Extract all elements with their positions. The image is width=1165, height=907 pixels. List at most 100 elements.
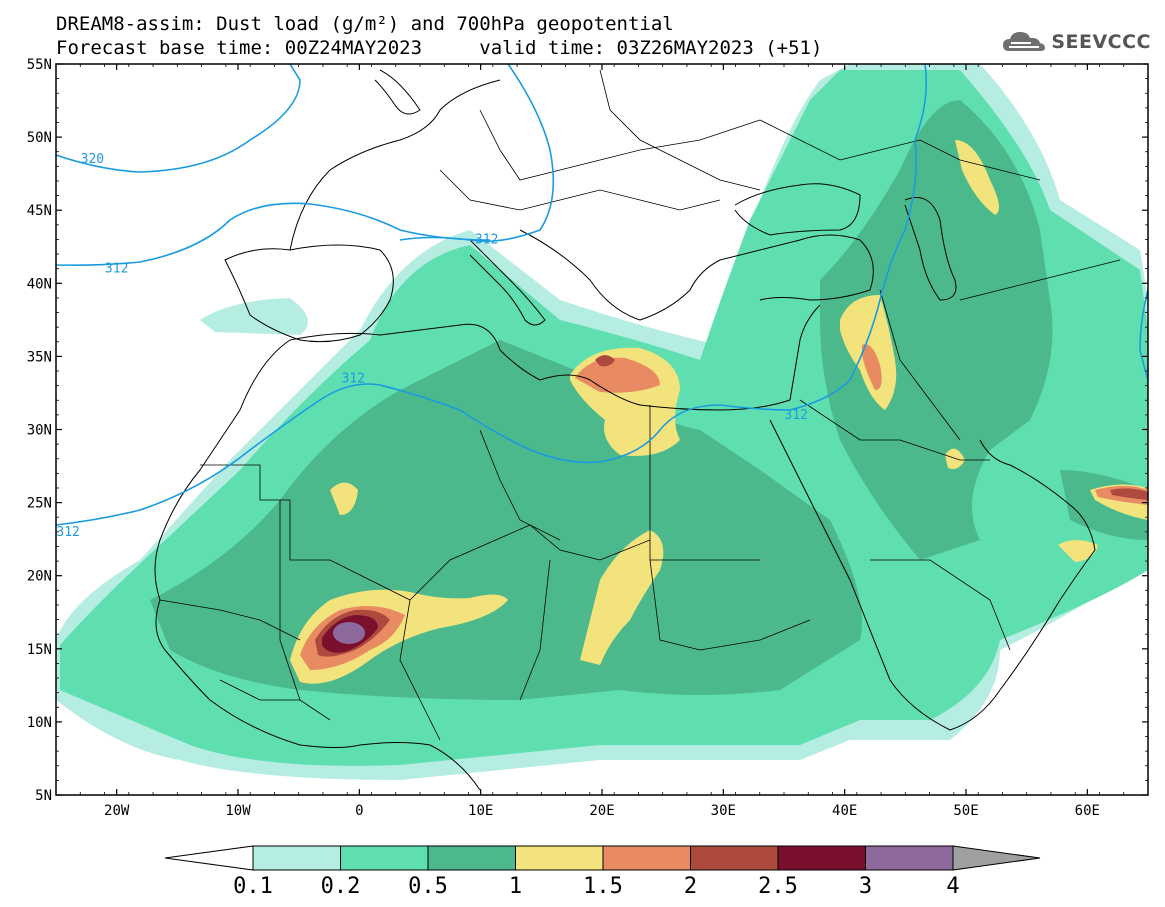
colorbar-label: 0.5 xyxy=(408,874,448,899)
lon-label: 30E xyxy=(711,803,736,819)
coastlines xyxy=(154,69,1096,791)
colorbar-bin xyxy=(252,845,341,871)
dust-level-0-5-east xyxy=(820,100,1053,560)
logo-text: SEEVCCC xyxy=(1051,31,1151,53)
border-arabia-s xyxy=(870,559,1011,651)
border-mali xyxy=(279,500,301,701)
coast-north-africa xyxy=(289,323,791,411)
dust-level-1-caspian xyxy=(955,140,999,215)
dust-level-2-gulf xyxy=(1110,488,1148,500)
contour-320 xyxy=(56,64,301,173)
lat-label: 15N xyxy=(27,642,52,658)
contour-label: 312 xyxy=(342,371,365,386)
border-nigeria xyxy=(399,599,441,741)
colorbar-bin xyxy=(865,845,954,871)
colorbar-bin xyxy=(777,845,866,871)
longitude-labels: 20W 10W 0 10E 20E 30E 40E 50E 60E xyxy=(104,803,1100,819)
coast-levant xyxy=(789,304,821,401)
dust-level-1-5-iraq xyxy=(862,344,882,390)
colorbar-bin xyxy=(340,845,429,871)
chart-title: DREAM8-assim: Dust load (g/m²) and 700hP… xyxy=(56,13,674,35)
border-sudan xyxy=(649,559,811,651)
border-sahara-w xyxy=(200,464,411,601)
colorbar-label: 1.5 xyxy=(583,874,623,899)
lon-label: 40E xyxy=(832,803,857,819)
border-iran-iraq xyxy=(879,289,961,441)
colorbar-bin xyxy=(690,845,779,871)
geopotential-contours xyxy=(56,64,1148,526)
lon-label: 0 xyxy=(355,803,363,819)
time-info: Forecast base time: 00Z24MAY2023 valid t… xyxy=(56,38,822,58)
colorbar: 0.1 0.2 0.5 1 1.5 2 2.5 3 4 xyxy=(164,845,1041,899)
contour-312-east xyxy=(1139,289,1148,381)
lon-label: 20E xyxy=(589,803,614,819)
colorbar-label: 2 xyxy=(684,874,697,899)
dust-load-field xyxy=(56,64,1148,780)
border-europe-3 xyxy=(599,69,761,191)
contour-value-labels: 320 312 312 312 312 312 xyxy=(56,152,807,540)
lon-label: 10E xyxy=(468,803,493,819)
lat-label: 20N xyxy=(27,569,52,585)
lat-label: 35N xyxy=(27,349,52,365)
colorbar-bin xyxy=(515,845,604,871)
contour-label: 312 xyxy=(784,408,807,423)
lon-label: 20W xyxy=(104,803,130,819)
colorbar-label: 1 xyxy=(509,874,522,899)
border-europe-1 xyxy=(439,169,721,211)
dust-level-1-chad xyxy=(580,530,664,665)
lat-label: 55N xyxy=(27,57,52,73)
lat-label: 45N xyxy=(27,203,52,219)
dust-level-1-kuwait xyxy=(945,448,965,469)
border-algeria-libya xyxy=(479,429,561,541)
coast-caspian xyxy=(904,197,957,301)
lon-label: 10W xyxy=(225,803,251,819)
lon-label: 60E xyxy=(1075,803,1100,819)
lat-label: 50N xyxy=(27,130,52,146)
dust-level-1-algeria xyxy=(330,482,358,515)
coast-uk xyxy=(374,69,421,115)
colorbar-bin xyxy=(602,845,691,871)
coast-west-africa xyxy=(154,339,361,748)
colorbar-bin xyxy=(427,845,516,871)
lon-label: 50E xyxy=(953,803,978,819)
lat-label: 30N xyxy=(27,423,52,439)
coast-italy xyxy=(469,239,546,326)
lat-label: 5N xyxy=(35,788,52,804)
contour-label: 312 xyxy=(56,525,79,540)
dust-level-1-oman xyxy=(1058,540,1098,562)
coast-black-sea xyxy=(734,183,861,236)
contour-label: 312 xyxy=(105,262,128,277)
axis-ticks xyxy=(55,63,1149,796)
base-time: Forecast base time: 00Z24MAY2023 xyxy=(56,37,423,59)
contour-320-east xyxy=(399,64,555,243)
coast-gulf-guinea xyxy=(359,742,481,791)
lat-label: 25N xyxy=(27,496,52,512)
coast-turkey xyxy=(719,234,874,301)
contour-label: 312 xyxy=(475,232,498,247)
latitude-labels: 55N 50N 45N 40N 35N 30N 25N 20N 15N 10N 5N xyxy=(27,57,52,804)
coast-red-sea xyxy=(769,419,1001,731)
dust-level-2-libya xyxy=(595,355,615,367)
lat-label: 10N xyxy=(27,715,52,731)
colorbar-over-arrow xyxy=(952,845,1041,871)
colorbar-label: 4 xyxy=(946,874,959,899)
seevccc-logo: SEEVCCC xyxy=(1001,28,1151,56)
border-europe-2 xyxy=(479,109,761,181)
coast-iberia xyxy=(224,244,394,343)
border-arabia-n xyxy=(799,399,990,461)
dust-patch-north xyxy=(200,298,308,335)
border-chad-sudan xyxy=(519,559,551,701)
country-borders xyxy=(159,69,1121,741)
border-west-africa xyxy=(159,599,331,721)
colorbar-label: 0.2 xyxy=(321,874,361,899)
colorbar-label: 0.1 xyxy=(233,874,273,899)
colorbar-label: 3 xyxy=(859,874,872,899)
dust-level-3-sahel xyxy=(333,622,365,644)
contour-312-north xyxy=(56,202,491,266)
valid-time: valid time: 03Z26MAY2023 (+51) xyxy=(479,37,823,59)
border-central-asia xyxy=(959,259,1121,301)
coast-balkans xyxy=(519,229,721,321)
contour-label: 320 xyxy=(81,152,104,167)
cloud-icon xyxy=(1003,32,1046,51)
